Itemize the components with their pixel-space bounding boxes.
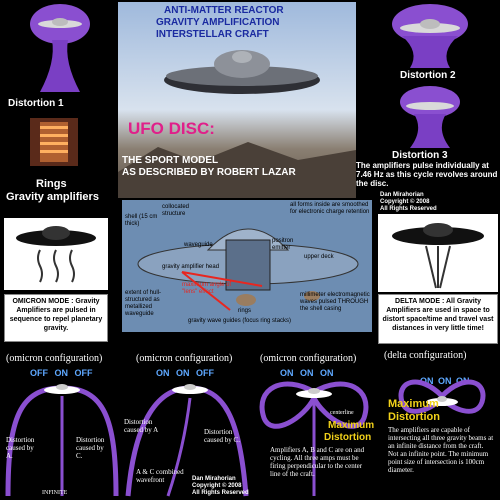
config-1-states: OFF ON OFF [30,368,93,378]
c4-max-2: Distortion [388,411,440,423]
label-gravity-head: gravity amplifier head [162,264,220,270]
c2-on1: ON [156,368,170,378]
credit-bottom: Dan Mirahorian Copyright © 2008 All Righ… [192,476,249,497]
credit-top: Dan Mirahorian Copyright © 2008 All Righ… [380,192,437,213]
ufo-photo-icon [118,50,356,198]
config-3-states: ON ON ON [280,368,334,378]
label-all-forms: all forms inside are smoothed for electr… [290,202,370,215]
config-3-label: (omicron configuration) [260,353,357,364]
label-max-angle: maximum angle of "lens" effect [182,282,232,295]
distortion-1-label: Distortion 1 [8,98,64,109]
ufo-disc-title: UFO DISC: [128,119,215,138]
c1-off2: OFF [74,368,93,378]
c3-on1: ON [280,368,294,378]
cutaway-ufo-icon [137,228,359,311]
distortion-2-icon [392,4,468,68]
c4-max-1: Maximum [388,398,439,410]
c1-on: ON [54,368,69,378]
rings-photo [30,118,78,166]
config-2-states: ON ON OFF [156,368,214,378]
c1-off1: OFF [30,368,48,378]
label-extent: extent of hull-structured as metallized … [125,290,162,317]
distortion-3-label: Distortion 3 [392,150,448,161]
c3-on2: ON [300,368,314,378]
c1-infinite: INFINITE [42,490,68,496]
c4-on2: ON [438,376,452,386]
config-1-label: (omicron configuration) [6,353,103,364]
amplifier-rings-icon [40,122,68,162]
c1-right-text: Distortion caused by C. [76,436,105,460]
credit-top-copyright: Copyright © 2008 [380,199,430,205]
label-shell: shell (15 cm thick) [125,214,158,227]
delta-ufo-icon [392,223,484,289]
credit-top-name: Dan Mirahorian [380,192,424,198]
credit-top-rights: All Rights Reserved [380,206,437,212]
c3-description: Amplifiers A, B and C are on and cycling… [270,446,365,478]
credit-bottom-copyright: Copyright © 2008 [192,483,242,489]
config-1-diagram [5,384,119,497]
distortion-2-label: Distortion 2 [400,70,456,81]
header-title-1: ANTI-MATTER REACTOR [164,5,284,16]
c3-on3: ON [320,368,334,378]
label-millimeter: millimeter electromagnetic waves pulsed … [300,292,370,312]
label-guides: gravity wave guides (focus ring stacks) [188,318,292,324]
credit-bottom-rights: All Rights Reserved [192,490,249,496]
distortion-3-description: The amplifiers pulse individually at 7.4… [356,161,498,188]
omicron-mode-text: OMICRON MODE : Gravity Amplifiers are pu… [9,298,103,332]
rings-title: Rings [36,178,67,190]
c2-combined-text: A & C combined wavefront [136,468,184,484]
delta-mode-box: DELTA MODE : All Gravity Amplifiers are … [378,294,498,344]
c1-left-text: Distortion caused by A. [6,436,35,460]
described-by-line: AS DESCRIBED BY ROBERT LAZAR [122,167,296,178]
c2-top-text: Distortion caused by A [124,418,159,434]
distortion-3-icon [400,86,460,148]
delta-diagram-panel [378,214,498,292]
c4-description: The amplifiers are capable of intersecti… [388,426,494,474]
credit-bottom-name: Dan Mirahorian [192,476,236,482]
omicron-mode-box: OMICRON MODE : Gravity Amplifiers are pu… [4,294,108,342]
header-title-2: GRAVITY AMPLIFICATION [156,17,280,28]
omicron-diagram-panel [4,218,108,290]
header-title-3: INTERSTELLAR CRAFT [156,29,269,40]
delta-mode-text: DELTA MODE : All Gravity Amplifiers are … [382,298,494,332]
c3-centerline: centerline [330,410,354,416]
c3-max-2: Distortion [324,432,372,443]
header-photo: ANTI-MATTER REACTOR GRAVITY AMPLIFICATIO… [118,2,356,198]
c4-on1: ON [420,376,434,386]
sport-model-line: THE SPORT MODEL [122,155,219,166]
label-upper-deck: upper deck [304,254,334,260]
cutaway-diagram: shell (15 cm thick) collocated structure… [122,200,372,332]
label-waveguide: waveguide [184,242,213,248]
omicron-ufo-icon [16,226,96,283]
c2-on2: ON [176,368,190,378]
label-collocated: collocated structure [162,204,190,217]
config-4-label: (delta configuration) [384,350,467,361]
c2-off: OFF [196,368,215,378]
c2-right-text: Distortion caused by C. [204,428,240,444]
config-2-diagram [125,384,249,497]
c3-max-1: Maximum [328,420,375,431]
label-positron: positron emitter [272,238,294,251]
config-3-diagram [259,381,369,496]
config-2-label: (omicron configuration) [136,353,233,364]
label-rings: rings [238,308,252,314]
distortion-1-icon [30,4,90,92]
rings-subtitle: Gravity amplifiers [6,191,99,203]
config-4-diagram [398,379,486,414]
